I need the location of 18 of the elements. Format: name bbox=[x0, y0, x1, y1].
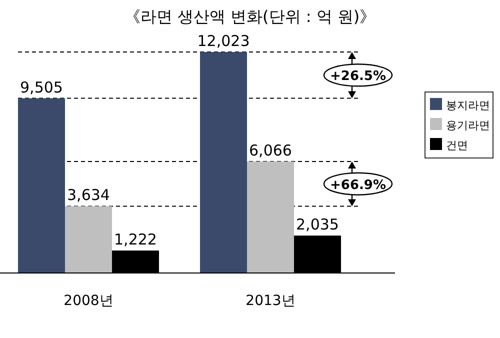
chart-title: 《라면 생산액 변화(단위 : 억 원)》 bbox=[124, 7, 376, 26]
data-label: 12,023 bbox=[197, 32, 250, 50]
x-tick-label: 2008년 bbox=[64, 293, 114, 309]
annotation: +26.5% bbox=[330, 69, 386, 84]
annotation: +66.9% bbox=[330, 178, 386, 193]
data-label: 2,035 bbox=[296, 216, 339, 234]
bar bbox=[65, 206, 112, 273]
legend-label: 봉지라면 bbox=[446, 99, 490, 112]
legend-label: 건면 bbox=[446, 139, 468, 152]
bar bbox=[247, 162, 294, 273]
data-label: 6,066 bbox=[249, 142, 292, 160]
x-tick-label: 2013년 bbox=[246, 293, 296, 309]
data-label: 3,634 bbox=[67, 186, 110, 204]
data-label: 1,222 bbox=[114, 230, 157, 249]
bar bbox=[200, 52, 247, 273]
legend-label: 용기라면 bbox=[446, 119, 490, 132]
bar bbox=[18, 98, 65, 273]
data-label: 9,505 bbox=[20, 78, 63, 96]
